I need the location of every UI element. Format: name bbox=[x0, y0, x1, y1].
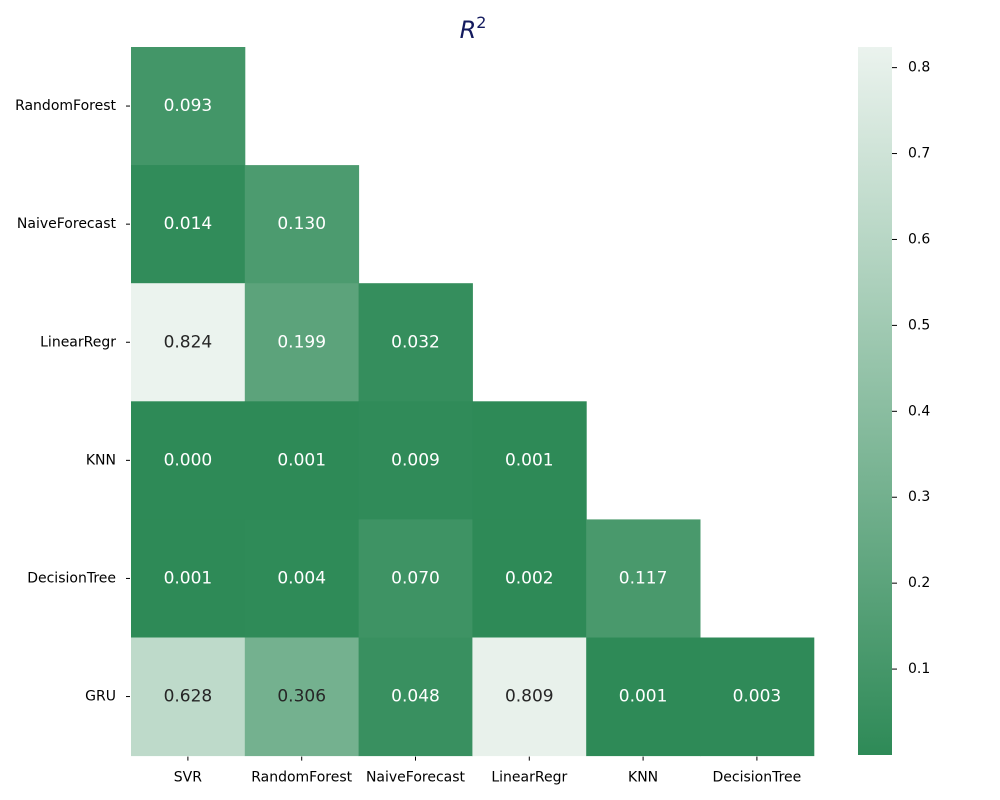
heatmap-cell-label: 0.130 bbox=[277, 214, 326, 234]
y-axis-tick-label: LinearRegr bbox=[40, 334, 116, 350]
y-axis-tick-label: NaiveForecast bbox=[17, 216, 117, 232]
colorbar-tick-label: 0.5 bbox=[908, 317, 930, 333]
x-axis-tick-label: RandomForest bbox=[251, 770, 352, 786]
heatmap-cell bbox=[472, 401, 587, 520]
y-axis-tick-label: GRU bbox=[85, 689, 116, 705]
x-axis: SVR RandomForest NaiveForecast LinearRegr KN… bbox=[174, 756, 802, 786]
colorbar-gradient bbox=[858, 47, 892, 755]
x-axis-tick-label: LinearRegr bbox=[491, 770, 567, 786]
colorbar-tick-label: 0.1 bbox=[908, 661, 930, 677]
heatmap-cell-label: 0.009 bbox=[391, 450, 440, 470]
chart-title-base: R bbox=[460, 16, 477, 44]
heatmap-cell-label: 0.199 bbox=[277, 332, 326, 352]
colorbar-ticks: 0.1 0.2 0.3 0.4 0.5 0.6 0.7 0.8 bbox=[892, 60, 930, 677]
heatmap-cell-label: 0.306 bbox=[277, 687, 326, 707]
heatmap-cell bbox=[131, 283, 246, 402]
heatmap-cell-label: 0.000 bbox=[164, 450, 213, 470]
colorbar-tick-label: 0.2 bbox=[908, 575, 930, 591]
x-axis-tick-label: KNN bbox=[628, 770, 658, 786]
chart-title: R2 bbox=[460, 13, 487, 44]
heatmap-cell bbox=[358, 519, 473, 638]
colorbar: 0.1 0.2 0.3 0.4 0.5 0.6 0.7 0.8 bbox=[858, 47, 930, 755]
chart-title-superscript: 2 bbox=[476, 13, 486, 32]
x-axis-tick-label: DecisionTree bbox=[713, 770, 802, 786]
heatmap-cell-label: 0.117 bbox=[619, 568, 668, 588]
y-axis: RandomForest NaiveForecast LinearRegr KNN De… bbox=[15, 98, 130, 705]
heatmap-cell bbox=[358, 637, 473, 757]
heatmap-cell bbox=[131, 637, 246, 757]
heatmap-cell-label: 0.001 bbox=[619, 687, 668, 707]
heatmap-cell bbox=[358, 283, 473, 402]
heatmap-cell bbox=[586, 637, 701, 757]
heatmap-cell-label: 0.001 bbox=[277, 450, 326, 470]
heatmap-cell bbox=[472, 637, 587, 757]
heatmap-cell-label: 0.809 bbox=[505, 687, 554, 707]
heatmap-cell-label: 0.014 bbox=[164, 214, 213, 234]
y-axis-tick-label: DecisionTree bbox=[27, 570, 116, 586]
heatmap-cell bbox=[244, 519, 360, 638]
heatmap-cell-label: 0.004 bbox=[277, 568, 326, 588]
heatmap-cell bbox=[358, 401, 473, 520]
x-axis-tick-label: SVR bbox=[174, 770, 202, 786]
colorbar-tick-label: 0.3 bbox=[908, 489, 930, 505]
colorbar-tick-label: 0.7 bbox=[908, 146, 930, 162]
x-axis-tick-label: NaiveForecast bbox=[366, 770, 466, 786]
heatmap-cell-label: 0.001 bbox=[164, 568, 213, 588]
heatmap-cell bbox=[131, 401, 246, 520]
heatmap-cell-labels: 0.093 0.014 0.130 0.824 0.199 0.032 0.000 0.001… bbox=[164, 96, 782, 707]
heatmap-cell bbox=[131, 519, 246, 638]
heatmap-cell bbox=[586, 519, 701, 638]
heatmap-cell bbox=[244, 283, 360, 402]
heatmap-cell-label: 0.628 bbox=[164, 687, 213, 707]
heatmap-cell-label: 0.003 bbox=[733, 687, 782, 707]
y-axis-tick-label: KNN bbox=[86, 452, 116, 468]
heatmap-cell bbox=[131, 47, 246, 166]
heatmap-cell-label: 0.824 bbox=[164, 332, 213, 352]
heatmap-cell-label: 0.070 bbox=[391, 568, 440, 588]
heatmap-cell bbox=[244, 637, 360, 757]
heatmap-cell bbox=[700, 637, 815, 757]
heatmap-cells bbox=[131, 47, 815, 757]
colorbar-tick-label: 0.8 bbox=[908, 60, 930, 76]
heatmap-cell-label: 0.001 bbox=[505, 450, 554, 470]
heatmap-cell-label: 0.048 bbox=[391, 687, 440, 707]
heatmap-cell bbox=[244, 165, 360, 284]
heatmap-cell bbox=[472, 519, 587, 638]
heatmap-cell bbox=[244, 401, 360, 520]
colorbar-tick-label: 0.4 bbox=[908, 403, 930, 419]
heatmap-cell-label: 0.032 bbox=[391, 332, 440, 352]
heatmap-cell bbox=[131, 165, 246, 284]
y-axis-tick-label: RandomForest bbox=[15, 98, 116, 114]
heatmap-cell-label: 0.002 bbox=[505, 568, 554, 588]
colorbar-tick-label: 0.6 bbox=[908, 231, 930, 247]
heatmap-cell-label: 0.093 bbox=[164, 96, 213, 116]
